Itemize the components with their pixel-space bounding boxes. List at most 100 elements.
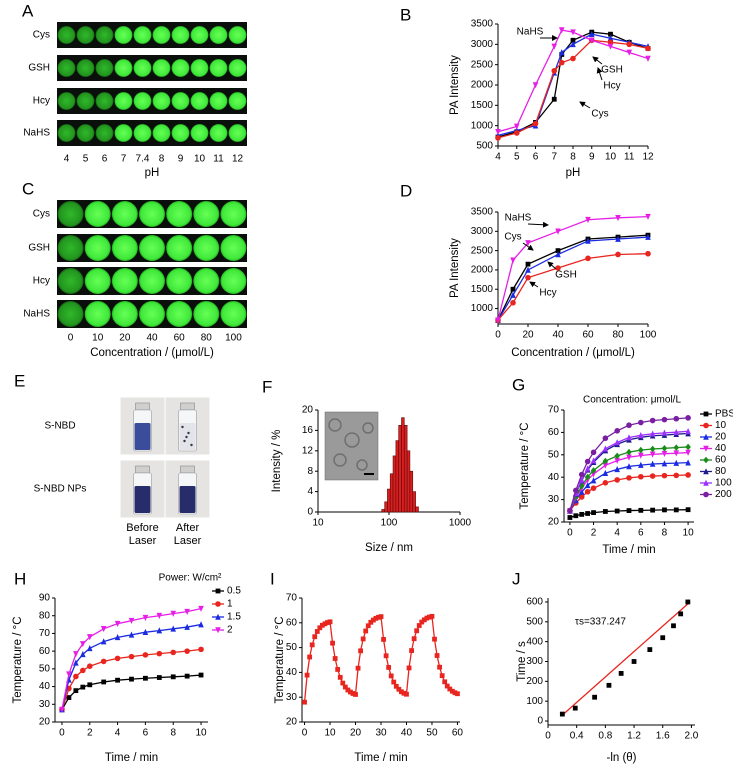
marker <box>559 711 565 717</box>
marker <box>615 235 621 242</box>
marker <box>638 419 644 426</box>
marker <box>353 692 358 697</box>
marker <box>393 683 399 689</box>
x-tick-label: 30 <box>375 728 387 739</box>
column-label: Before Laser <box>126 522 159 547</box>
legend-label: 2 <box>227 625 233 636</box>
marker <box>590 467 597 474</box>
y-tick-label: 3500 <box>471 19 494 30</box>
fluorescence-spot <box>95 124 114 142</box>
marker <box>100 638 107 645</box>
marker <box>332 656 338 661</box>
row-label: S-NBD <box>44 421 75 432</box>
marker <box>638 432 644 439</box>
marker <box>661 450 668 457</box>
marker <box>567 508 573 514</box>
column-label: 5 <box>83 154 89 165</box>
x-tick-label: 80 <box>612 330 624 341</box>
x-tick-label: 10 <box>312 518 324 529</box>
fluorescence-spot <box>190 92 209 110</box>
annotation: Cys <box>591 109 608 120</box>
bar <box>412 491 416 513</box>
tem-inset <box>324 411 379 481</box>
fluorescence-spot <box>209 124 228 142</box>
marker <box>510 286 516 292</box>
x-axis-label: Concentration / (μmol/L) <box>511 347 635 359</box>
x-axis-label: Time / min <box>602 544 655 556</box>
annotation: GSH <box>601 65 623 76</box>
marker <box>398 689 404 695</box>
vial-cap <box>135 402 150 411</box>
fluorescence-spot <box>193 235 220 261</box>
y-tick-label: 4 <box>307 486 313 497</box>
y-tick-label: 3000 <box>471 226 494 237</box>
fluorescence-spot <box>84 268 111 294</box>
marker <box>198 672 204 678</box>
x-tick-label: 0 <box>495 330 501 341</box>
column-label: 60 <box>174 333 186 344</box>
column-label: 7.4 <box>136 154 150 165</box>
fit-line <box>561 601 691 716</box>
marker <box>602 435 609 442</box>
y-tick-label: 50 <box>548 449 560 460</box>
fluorescence-spot <box>114 92 133 110</box>
marker <box>495 135 501 141</box>
marker <box>170 649 177 656</box>
marker <box>510 257 516 264</box>
nanoparticle <box>344 432 360 448</box>
legend-marker <box>703 456 709 464</box>
marker <box>114 620 121 627</box>
marker <box>355 665 361 671</box>
column-label: 10 <box>194 154 206 165</box>
marker <box>198 621 204 628</box>
marker <box>424 615 430 621</box>
marker <box>510 299 516 306</box>
x-tick-label: 8 <box>570 152 576 163</box>
marker <box>647 647 653 652</box>
marker <box>66 671 72 678</box>
marker <box>626 508 632 513</box>
bar <box>398 424 402 513</box>
marker <box>304 672 310 678</box>
fluorescence-spot <box>95 59 114 77</box>
marker <box>378 614 384 619</box>
marker <box>350 691 356 696</box>
fluorescence-spot <box>220 268 247 294</box>
fluorescence-spot <box>57 26 76 44</box>
x-axis-label: pH <box>145 167 160 179</box>
marker <box>570 37 576 43</box>
y-axis-label: Temperature / °C <box>12 616 24 703</box>
column-label: 0 <box>68 333 74 344</box>
marker <box>370 617 376 623</box>
y-tick-label: 1000 <box>471 120 494 131</box>
marker <box>555 251 561 258</box>
y-tick-label: 70 <box>548 405 560 416</box>
fluorescence-spot <box>228 92 247 110</box>
bar <box>401 417 405 513</box>
fluorescence-spot <box>166 235 193 261</box>
row-label: NaHS <box>23 309 50 320</box>
marker <box>615 251 621 258</box>
legend-marker <box>703 433 709 440</box>
bar <box>403 424 408 513</box>
y-tick-label: 2500 <box>471 59 494 70</box>
fluorescence-spot <box>220 235 247 261</box>
marker <box>388 673 394 679</box>
marker <box>661 429 668 436</box>
bar <box>384 501 388 513</box>
marker <box>673 428 680 435</box>
y-tick-label: 12 <box>302 445 314 456</box>
fluorescence-spot <box>95 92 114 110</box>
legend-marker <box>215 601 221 607</box>
marker <box>590 485 597 491</box>
legend-label: 10 <box>715 420 727 431</box>
marker <box>184 623 190 630</box>
y-tick-label: 70 <box>39 628 51 639</box>
fluorescence-spot <box>76 92 95 110</box>
marker <box>649 445 656 453</box>
bar <box>395 440 400 513</box>
legend-marker <box>215 588 221 594</box>
x-tick-label: 40 <box>552 330 564 341</box>
